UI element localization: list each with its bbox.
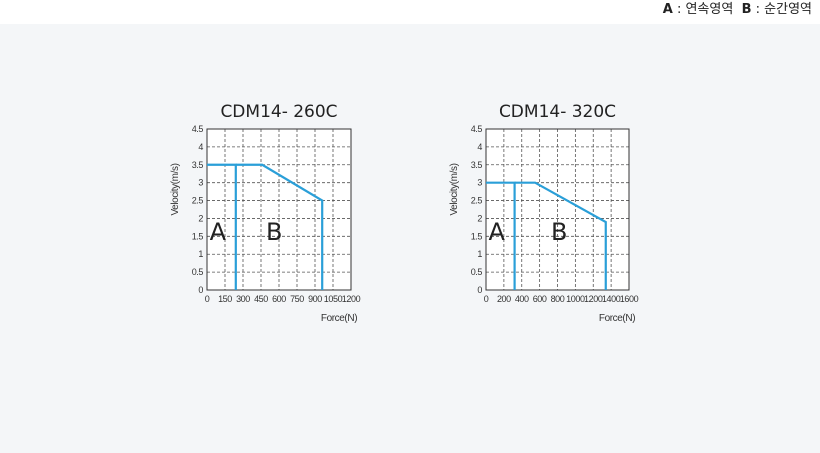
x-tick-label: 200 xyxy=(497,294,511,304)
y-tick-label: 0.5 xyxy=(192,267,204,277)
x-tick-label: 150 xyxy=(218,294,232,304)
region-label-b: B xyxy=(266,218,282,246)
chart-title: CDM14- 260C xyxy=(220,102,337,122)
x-tick-label: 1200 xyxy=(342,294,361,304)
y-axis-label: Velocity(m/s) xyxy=(449,163,460,215)
x-axis-label: Force(N) xyxy=(321,313,357,324)
y-tick-label: 3 xyxy=(198,178,203,188)
y-tick-label: 1 xyxy=(198,249,203,259)
x-tick-label: 1200 xyxy=(584,294,603,304)
x-tick-label: 750 xyxy=(290,294,304,304)
x-tick-label: 600 xyxy=(272,294,286,304)
series-line-2 xyxy=(235,163,324,290)
y-tick-label: 4.5 xyxy=(192,124,204,134)
legend: A : 연속영역 B : 순간영역 xyxy=(663,0,812,20)
y-tick-label: 3.5 xyxy=(192,160,204,170)
chart-panel xyxy=(0,24,820,453)
y-tick-label: 2 xyxy=(198,213,203,223)
series-line-2 xyxy=(514,181,607,290)
plot-frame xyxy=(485,128,630,291)
x-tick-label: 600 xyxy=(533,294,547,304)
chart-title: CDM14- 320C xyxy=(499,102,616,122)
y-tick-label: 2 xyxy=(477,213,482,223)
legend-b-text: : 순간영역 xyxy=(751,2,812,17)
legend-a-key: A xyxy=(662,2,673,17)
y-axis-label: Velocity(m/s) xyxy=(170,163,181,215)
legend-b-key: B xyxy=(741,2,752,17)
y-tick-label: 0.5 xyxy=(471,267,483,277)
region-label-a: A xyxy=(210,218,227,246)
x-tick-label: 0 xyxy=(484,294,489,304)
x-tick-label: 800 xyxy=(551,294,565,304)
x-tick-label: 1600 xyxy=(620,294,639,304)
x-tick-label: 300 xyxy=(236,294,250,304)
plot-frame xyxy=(206,128,352,291)
y-tick-label: 0 xyxy=(477,285,482,295)
x-axis-label: Force(N) xyxy=(599,313,635,324)
y-tick-label: 4 xyxy=(198,142,203,152)
y-tick-label: 1.5 xyxy=(471,231,483,241)
region-label-a: A xyxy=(489,218,506,246)
x-tick-label: 900 xyxy=(308,294,322,304)
x-tick-label: 1400 xyxy=(602,294,621,304)
y-tick-label: 2.5 xyxy=(192,196,204,206)
x-tick-label: 450 xyxy=(254,294,268,304)
x-tick-label: 1000 xyxy=(566,294,585,304)
y-tick-label: 2.5 xyxy=(471,196,483,206)
chart-1: CDM14- 260C 0 150 300 450 600 750 900 1050 1200 0 0… xyxy=(170,102,361,324)
y-tick-label: 4.5 xyxy=(471,124,483,134)
legend-bar: A : 연속영역 B : 순간영역 xyxy=(0,0,820,24)
y-tick-label: 4 xyxy=(477,142,482,152)
y-tick-label: 1 xyxy=(477,249,482,259)
y-tick-label: 0 xyxy=(198,285,203,295)
chart-2: CDM14- 320C 0 200 400 600 800 1000 1200 1400 1600… xyxy=(449,102,639,324)
legend-a-text: : 연속영역 xyxy=(672,2,734,17)
x-tick-label: 0 xyxy=(205,294,210,304)
region-label-b: B xyxy=(551,218,567,246)
y-tick-label: 3.5 xyxy=(471,160,483,170)
y-tick-label: 1.5 xyxy=(192,231,204,241)
x-tick-label: 400 xyxy=(515,294,529,304)
y-tick-label: 3 xyxy=(477,178,482,188)
x-tick-label: 1050 xyxy=(324,294,343,304)
